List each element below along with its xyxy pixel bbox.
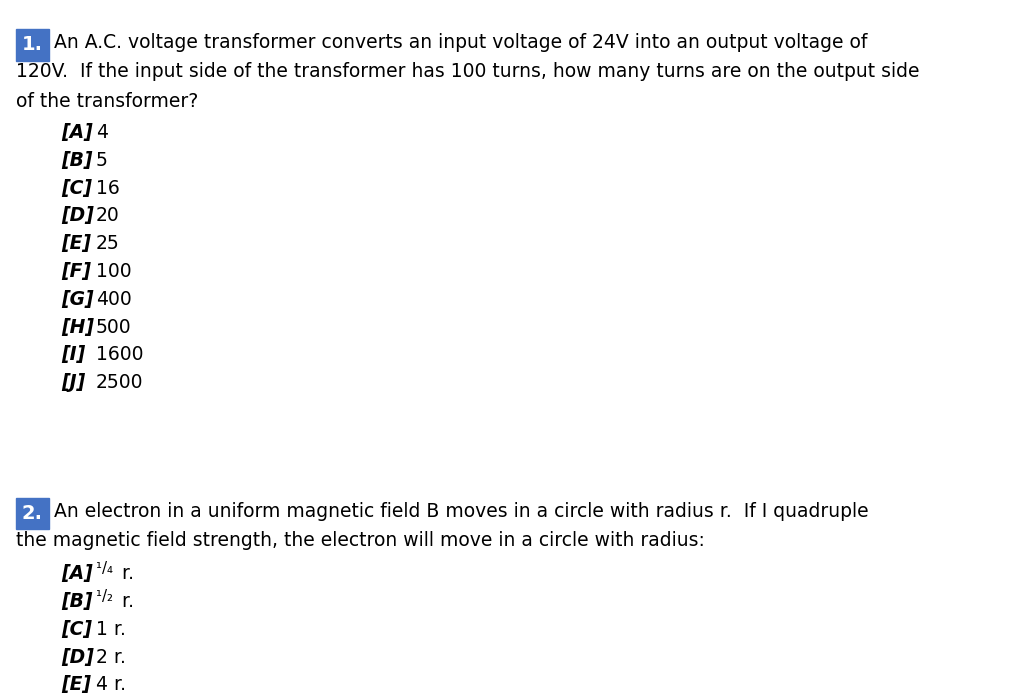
Text: r.: r. — [115, 564, 134, 583]
Text: 2 r.: 2 r. — [95, 648, 126, 667]
Text: 4: 4 — [95, 123, 107, 142]
Text: 1.: 1. — [21, 35, 43, 54]
Text: 100: 100 — [95, 262, 132, 281]
Text: 25: 25 — [95, 234, 120, 253]
Text: [D]: [D] — [61, 648, 94, 667]
Text: 5: 5 — [95, 151, 107, 170]
Text: of the transformer?: of the transformer? — [15, 92, 198, 111]
Text: [B]: [B] — [61, 151, 92, 170]
Text: [B]: [B] — [61, 592, 92, 611]
Text: 2500: 2500 — [95, 373, 143, 392]
FancyBboxPatch shape — [15, 29, 49, 60]
Text: [E]: [E] — [61, 676, 91, 694]
Text: 1600: 1600 — [95, 345, 143, 364]
Text: [C]: [C] — [61, 620, 92, 639]
Text: [A]: [A] — [61, 564, 92, 583]
Text: An electron in a uniform magnetic field B moves in a circle with radius r.  If I: An electron in a uniform magnetic field … — [54, 502, 868, 521]
Text: [F]: [F] — [61, 262, 91, 281]
Text: 400: 400 — [95, 290, 132, 309]
Text: [G]: [G] — [61, 290, 93, 309]
FancyBboxPatch shape — [15, 498, 49, 529]
Text: 1 r.: 1 r. — [95, 620, 126, 639]
Text: ¹/₄: ¹/₄ — [95, 561, 112, 576]
Text: 20: 20 — [95, 206, 120, 225]
Text: 2.: 2. — [21, 504, 43, 523]
Text: ¹/₂: ¹/₂ — [95, 589, 112, 604]
Text: [J]: [J] — [61, 373, 85, 392]
Text: 120V.  If the input side of the transformer has 100 turns, how many turns are on: 120V. If the input side of the transform… — [15, 63, 919, 81]
Text: [A]: [A] — [61, 123, 92, 142]
Text: [H]: [H] — [61, 318, 94, 336]
Text: [I]: [I] — [61, 345, 85, 364]
Text: 4 r.: 4 r. — [95, 676, 126, 694]
Text: the magnetic field strength, the electron will move in a circle with radius:: the magnetic field strength, the electro… — [15, 531, 704, 550]
Text: [E]: [E] — [61, 234, 91, 253]
Text: 500: 500 — [95, 318, 132, 336]
Text: 16: 16 — [95, 179, 120, 197]
Text: [C]: [C] — [61, 179, 92, 197]
Text: [D]: [D] — [61, 206, 94, 225]
Text: An A.C. voltage transformer converts an input voltage of 24V into an output volt: An A.C. voltage transformer converts an … — [54, 33, 867, 52]
Text: r.: r. — [115, 592, 134, 611]
